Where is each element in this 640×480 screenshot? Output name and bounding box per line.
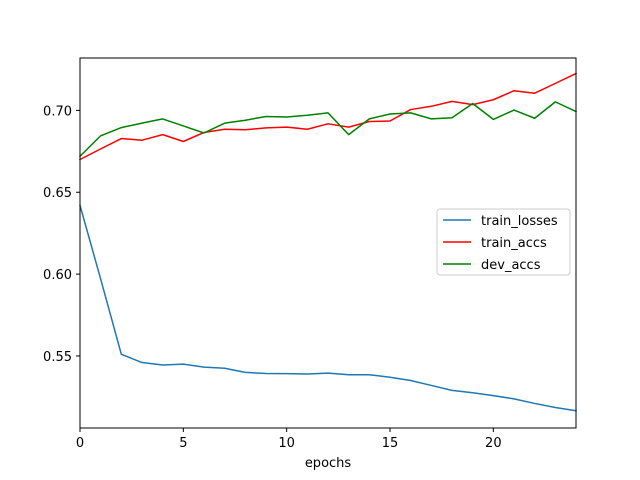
x-tick-label: 20: [485, 436, 502, 451]
y-axis-ticks: 0.55 0.60 0.65 0.70: [43, 104, 80, 365]
x-tick-label: 15: [382, 436, 399, 451]
series-line-train-accs: [78, 72, 577, 161]
legend-label: train_losses: [481, 214, 558, 229]
x-tick-label: 0: [76, 436, 84, 451]
y-tick-label: 0.60: [43, 268, 72, 283]
x-tick-label: 5: [179, 436, 187, 451]
series-line-train-losses: [79, 204, 577, 412]
x-axis-label: epochs: [305, 456, 352, 471]
y-tick-label: 0.70: [43, 104, 72, 119]
legend-box: [436, 208, 571, 276]
legend: train_losses train_accs dev_accs: [436, 208, 571, 276]
series-line-dev-accs: [78, 101, 577, 158]
x-tick-label: 10: [278, 436, 295, 451]
legend-label: train_accs: [481, 236, 547, 251]
legend-label: dev_accs: [481, 258, 541, 273]
y-tick-label: 0.55: [43, 350, 72, 365]
series-layer: [78, 72, 577, 412]
plot-frame: [79, 57, 577, 429]
x-axis-ticks: 0 5 10 15 20: [76, 428, 502, 451]
y-tick-label: 0.65: [43, 186, 72, 201]
